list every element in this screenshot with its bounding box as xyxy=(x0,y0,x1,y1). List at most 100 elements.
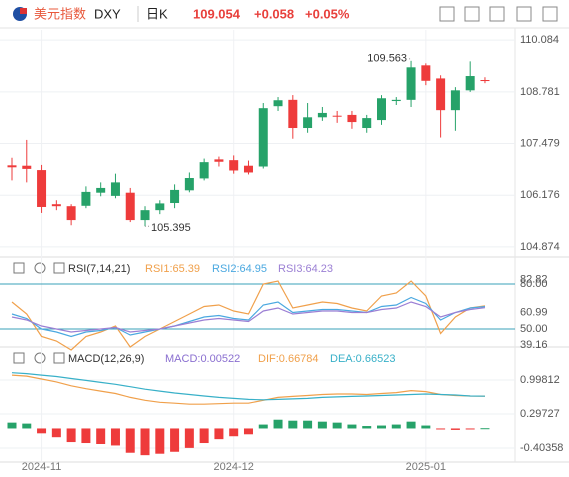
candle-body xyxy=(288,99,298,129)
histogram-bar xyxy=(362,426,372,429)
histogram-bar xyxy=(199,428,209,444)
eye-icon[interactable] xyxy=(13,262,25,274)
legend-entry: DEA:0.66523 xyxy=(330,353,395,365)
candle-body xyxy=(22,165,32,169)
histogram-bar xyxy=(436,428,446,430)
candle-body xyxy=(377,98,386,121)
tool-icon[interactable] xyxy=(516,6,532,22)
gear-icon[interactable] xyxy=(34,262,46,274)
header: 美元指数 DXY 日K 109.054 +0.058 +0.05% xyxy=(13,6,558,22)
candle-body xyxy=(362,118,372,129)
settings-icon[interactable] xyxy=(53,262,65,274)
indicator-line xyxy=(11,372,486,401)
candle-body xyxy=(436,78,446,111)
candle-body xyxy=(66,206,76,221)
candle-body xyxy=(450,90,460,111)
histogram-bar xyxy=(7,422,17,429)
histogram-bar xyxy=(406,421,416,429)
candle-body xyxy=(155,203,165,211)
indicator-line xyxy=(11,280,486,351)
price: 109.054 xyxy=(193,6,241,21)
tool-icon[interactable] xyxy=(489,6,505,22)
x-tick-label: 2024-11 xyxy=(22,461,62,473)
y-tick-label: 0.29727 xyxy=(520,408,560,420)
legend-entry: MACD:0.00522 xyxy=(165,353,240,365)
histogram-bar xyxy=(288,420,298,429)
flag-stripe xyxy=(20,8,27,14)
histogram-bar xyxy=(303,420,313,429)
candle-body xyxy=(125,192,135,221)
indicator-line xyxy=(11,301,486,333)
histogram-bar xyxy=(450,428,460,430)
eye-icon[interactable] xyxy=(13,352,25,364)
histogram-bar xyxy=(391,424,401,429)
histogram-bar xyxy=(214,428,224,440)
candle-body xyxy=(273,100,283,107)
candle-body xyxy=(391,99,401,102)
candle-body xyxy=(37,170,47,207)
candle-body xyxy=(406,67,416,100)
histogram-bar xyxy=(184,428,194,448)
indicator-title: MACD(12,26,9) xyxy=(68,353,144,365)
macd-header: MACD(12,26,9) xyxy=(13,352,144,365)
histogram-bar xyxy=(347,424,357,429)
legend-entry: RSI2:64.95 xyxy=(212,263,267,275)
histogram-bar xyxy=(170,428,180,452)
y-tick-label: 107.479 xyxy=(520,137,560,149)
legend-entry: RSI1:65.39 xyxy=(145,263,200,275)
candle-body xyxy=(110,182,120,196)
histogram-bar xyxy=(273,419,283,429)
indicator-line xyxy=(11,296,486,338)
change-pct: +0.05% xyxy=(305,6,350,21)
histogram-bar xyxy=(465,428,475,430)
y-tick-label: 80.00 xyxy=(520,278,548,290)
candle-body xyxy=(51,204,61,207)
annotation: 109.563 xyxy=(367,53,407,65)
y-tick-label: -0.40358 xyxy=(520,442,563,454)
annotation: 105.395 xyxy=(151,222,191,234)
gear-icon[interactable] xyxy=(34,352,46,364)
symbol-code: DXY xyxy=(94,6,121,21)
symbol-name: 美元指数 xyxy=(34,6,86,21)
x-tick-label: 2025-01 xyxy=(406,461,446,473)
y-tick-label: 106.176 xyxy=(520,189,560,201)
histogram-bar xyxy=(258,424,268,429)
settings-icon[interactable] xyxy=(53,352,65,364)
candle-body xyxy=(465,76,475,91)
histogram-bar xyxy=(51,428,61,438)
y-tick-label: 0.99812 xyxy=(520,374,560,386)
histogram-bar xyxy=(37,428,47,434)
y-tick-label: 50.00 xyxy=(520,323,548,335)
y-tick-label: 60.99 xyxy=(520,306,548,318)
x-tick-label: 2024-12 xyxy=(214,461,254,473)
candle-body xyxy=(184,178,194,191)
indicator-line xyxy=(11,374,486,405)
indicator-title: RSI(7,14,21) xyxy=(68,263,130,275)
tool-icon[interactable] xyxy=(542,6,558,22)
histogram-bar xyxy=(110,428,120,446)
candle-body xyxy=(480,80,490,82)
legend-entry: RSI3:64.23 xyxy=(278,263,333,275)
candle-body xyxy=(303,117,313,129)
candle-body xyxy=(258,108,268,167)
y-tick-label: 108.781 xyxy=(520,86,560,98)
tool-icon[interactable] xyxy=(464,6,480,22)
histogram-bar xyxy=(332,422,342,429)
histogram-bar xyxy=(81,428,91,444)
candle-body xyxy=(199,162,209,179)
histogram-bar xyxy=(140,428,150,456)
y-tick-label: 82.82 xyxy=(520,274,548,286)
candle-body xyxy=(81,191,91,206)
candle-body xyxy=(96,187,106,193)
y-tick-label: 110.084 xyxy=(520,34,559,46)
tool-icon[interactable] xyxy=(439,6,455,22)
legend-entry: DIF:0.66784 xyxy=(258,353,319,365)
candle-body xyxy=(229,160,239,171)
candle-body xyxy=(140,210,150,221)
candle-body xyxy=(170,189,180,204)
interval[interactable]: 日K xyxy=(146,6,168,21)
histogram-bar xyxy=(22,423,32,429)
